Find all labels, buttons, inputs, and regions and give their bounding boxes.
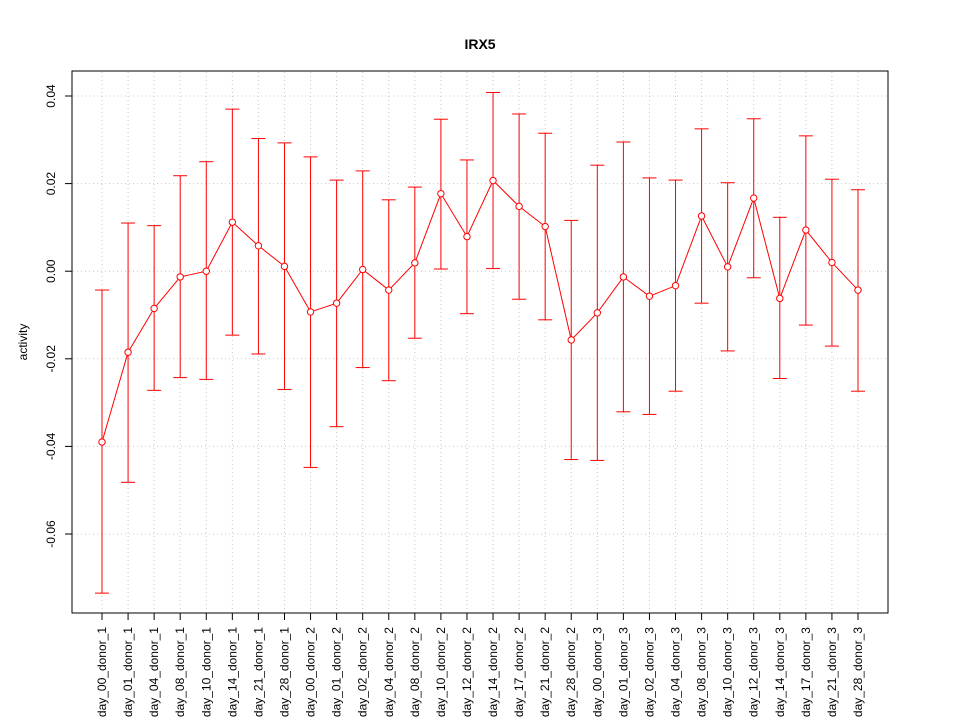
- x-tick-label: day_14_donor_1: [225, 627, 239, 717]
- data-point: [332, 299, 341, 307]
- data-point: [306, 308, 315, 316]
- x-tick-label: day_00_donor_2: [304, 627, 318, 717]
- y-axis-label: activity: [16, 324, 30, 361]
- x-tick-label: day_08_donor_1: [173, 627, 187, 717]
- x-tick-label: day_28_donor_2: [564, 627, 578, 717]
- y-tick-label: -0.04: [44, 432, 58, 460]
- data-point: [463, 232, 471, 241]
- data-point: [411, 259, 419, 267]
- x-tick-label: day_28_donor_3: [851, 627, 865, 717]
- data-point: [750, 194, 758, 202]
- data-point: [489, 176, 497, 185]
- data-point: [124, 348, 132, 356]
- data-point: [541, 222, 549, 231]
- x-tick-label: day_02_donor_3: [642, 627, 656, 717]
- x-tick-label: day_21_donor_2: [538, 627, 552, 717]
- y-axis: 0.04 0.02 0.00 -0.02 -0.04 -0.06: [44, 84, 72, 548]
- data-point: [671, 281, 680, 290]
- data-point: [515, 202, 523, 211]
- x-tick-label: day_10_donor_3: [721, 627, 735, 717]
- x-tick-label: day_01_donor_3: [616, 627, 630, 717]
- x-tick-label: day_08_donor_3: [695, 627, 709, 717]
- x-tick-label: day_04_donor_3: [669, 627, 683, 717]
- data-point: [150, 304, 158, 313]
- x-tick-label: day_04_donor_1: [147, 627, 161, 717]
- y-tick-label: -0.06: [44, 520, 58, 548]
- data-point: [776, 294, 784, 303]
- y-tick-label: 0.00: [44, 259, 58, 283]
- data-point: [593, 309, 602, 317]
- grid-layer: [73, 72, 887, 612]
- series-layer: [95, 91, 865, 594]
- x-tick-label: day_10_donor_1: [199, 627, 213, 717]
- y-tick-label: 0.04: [44, 84, 58, 108]
- data-point: [280, 262, 289, 271]
- data-point: [828, 258, 836, 267]
- data-point: [802, 226, 810, 234]
- data-point: [437, 189, 445, 198]
- data-point: [567, 336, 575, 344]
- x-tick-label: day_10_donor_2: [434, 627, 448, 717]
- x-tick-label: day_00_donor_1: [95, 627, 109, 717]
- data-point: [254, 242, 263, 250]
- x-tick-label: day_21_donor_3: [825, 627, 839, 717]
- data-point: [697, 212, 706, 220]
- x-tick-label: day_08_donor_2: [408, 627, 422, 717]
- data-point: [228, 218, 237, 226]
- x-axis: day_00_donor_1 day_01_donor_1 day_04_donor…: [95, 613, 865, 717]
- data-point: [619, 273, 628, 281]
- data-point: [723, 263, 732, 271]
- data-point: [358, 265, 367, 274]
- x-tick-label: day_00_donor_3: [590, 627, 604, 717]
- x-tick-label: day_02_donor_2: [356, 627, 370, 717]
- data-point: [98, 438, 106, 446]
- data-point: [645, 292, 654, 300]
- y-tick-label: 0.02: [44, 172, 58, 196]
- y-tick-label: -0.02: [44, 345, 58, 373]
- data-point: [385, 286, 393, 294]
- chart-title: IRX5: [464, 36, 495, 52]
- x-tick-label: day_04_donor_2: [382, 627, 396, 717]
- series-line: [101, 179, 859, 443]
- data-point: [176, 273, 184, 281]
- data-point: [854, 286, 862, 294]
- x-tick-label: day_14_donor_3: [773, 627, 787, 717]
- data-point: [202, 267, 210, 275]
- x-tick-label: day_12_donor_2: [460, 627, 474, 717]
- x-tick-label: day_01_donor_2: [330, 627, 344, 717]
- x-tick-label: day_17_donor_2: [512, 627, 526, 717]
- x-tick-label: day_17_donor_3: [799, 627, 813, 717]
- x-tick-label: day_14_donor_2: [486, 627, 500, 717]
- x-tick-label: day_21_donor_1: [251, 627, 265, 717]
- plot-frame: [71, 70, 889, 614]
- x-tick-label: day_28_donor_1: [277, 627, 291, 717]
- x-tick-label: day_01_donor_1: [121, 627, 135, 717]
- x-tick-label: day_12_donor_3: [747, 627, 761, 717]
